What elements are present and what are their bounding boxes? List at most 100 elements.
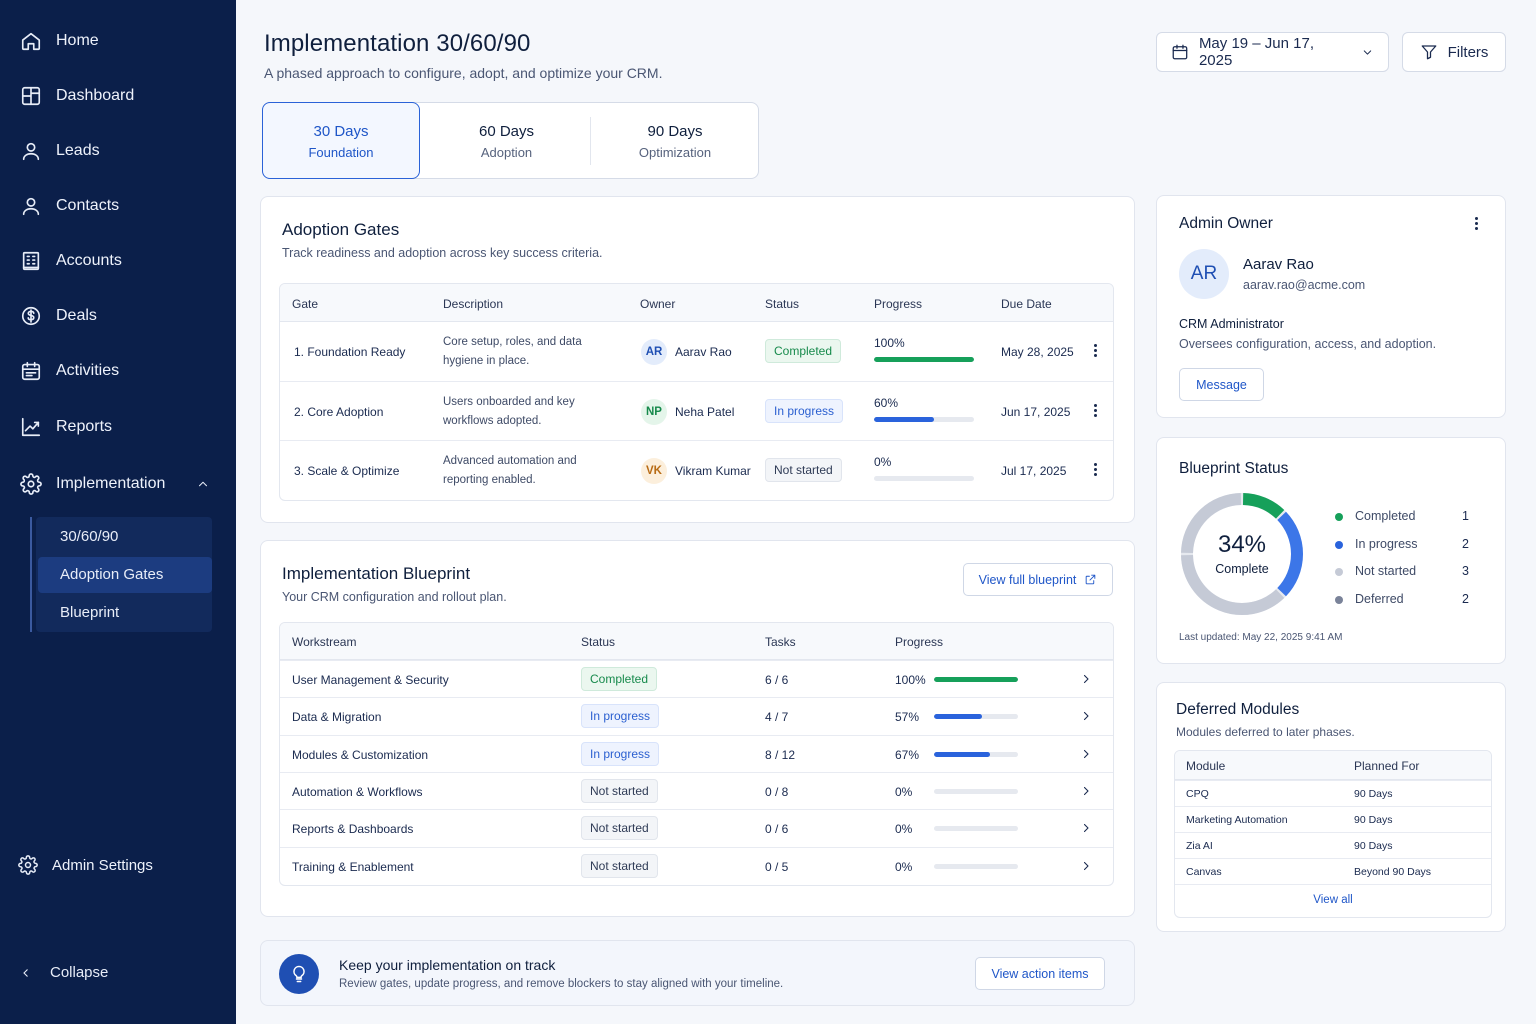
view-all-link[interactable]: View all — [1313, 894, 1353, 906]
sidebar-item-accounts[interactable]: Accounts — [20, 250, 122, 272]
sidebar-subitem-blueprint[interactable]: Blueprint — [60, 604, 120, 621]
sidebar-item-label: Reports — [56, 418, 113, 435]
sidebar-item-label: Dashboard — [56, 87, 135, 104]
blueprint-status-card: Blueprint Status 34% Complete Completed … — [1156, 437, 1506, 664]
col-due-date: Due Date — [1001, 297, 1052, 311]
user-icon — [22, 142, 40, 161]
status-donut-chart — [1181, 493, 1303, 615]
contact-icon — [22, 197, 40, 216]
progress-bar — [934, 788, 1018, 794]
admin-owner-title: Admin Owner — [1179, 215, 1273, 232]
module-name: Canvas — [1186, 866, 1222, 878]
due-date: May 28, 2025 — [1001, 345, 1074, 359]
dashboard-icon — [21, 86, 41, 106]
workstream-name: Automation & Workflows — [292, 784, 423, 799]
legend-dot — [1335, 568, 1343, 576]
progress-value: 57% — [895, 710, 920, 725]
legend-value: 1 — [1462, 509, 1469, 523]
table-row[interactable]: User Management & Security Completed 6 /… — [280, 660, 1113, 697]
tab-title: 30 Days — [313, 123, 369, 140]
row-divider — [280, 734, 1113, 736]
sidebar-subitem-30-60-90[interactable]: 30/60/90 — [60, 528, 119, 545]
workstream-name: Training & Enablement — [292, 859, 414, 874]
collapse-button[interactable]: Collapse — [20, 964, 108, 981]
tab-30-days[interactable]: 30 Days Foundation — [262, 102, 420, 179]
view-action-items-button[interactable]: View action items — [975, 957, 1105, 990]
card-menu-icon[interactable] — [1468, 215, 1484, 233]
legend-dot — [1335, 513, 1343, 521]
status-badge: Completed — [765, 339, 842, 363]
table-row[interactable]: Reports & Dashboards Not started 0 / 6 0… — [280, 809, 1113, 846]
chevron-right-icon[interactable] — [1080, 860, 1092, 872]
progress-bar — [934, 677, 1018, 682]
banner-title: Keep your implementation on track — [339, 957, 556, 973]
sidebar-item-contacts[interactable]: Contacts — [20, 195, 119, 217]
row-divider — [280, 381, 1113, 382]
progress-value: 0% — [895, 784, 913, 799]
date-range-picker[interactable]: May 19 – Jun 17, 2025 — [1156, 32, 1389, 72]
sidebar-item-leads[interactable]: Leads — [20, 140, 100, 162]
view-full-blueprint-button[interactable]: View full blueprint — [963, 563, 1113, 596]
calendar-icon — [1172, 44, 1188, 60]
avatar: VK — [641, 458, 667, 484]
chevron-right-icon[interactable] — [1080, 673, 1092, 685]
gear-icon — [20, 473, 42, 495]
tab-90-days[interactable]: 90 Days Optimization — [591, 103, 759, 178]
chevron-up-icon[interactable] — [196, 477, 210, 491]
donut-segment-not-started — [1181, 554, 1285, 615]
chevron-left-icon — [23, 968, 28, 977]
sidebar-item-label: Deals — [56, 307, 97, 324]
table-row: Zia AI 90 Days — [1175, 832, 1491, 858]
sidebar-item-admin-settings[interactable]: Admin Settings — [18, 855, 153, 875]
tab-60-days[interactable]: 60 Days Adoption — [423, 103, 590, 178]
table-row[interactable]: Training & Enablement Not started 0 / 5 … — [280, 847, 1113, 884]
owner-name: Neha Patel — [675, 405, 735, 419]
task-count: 0 / 6 — [765, 822, 789, 837]
row-menu-icon[interactable] — [1087, 402, 1103, 420]
gate-description: Core setup, roles, and data hygiene in p… — [443, 333, 613, 371]
status-badge: In progress — [581, 741, 660, 766]
chevron-right-icon[interactable] — [1080, 785, 1092, 797]
deferred-subtitle: Modules deferred to later phases. — [1176, 725, 1355, 739]
workstream-name: User Management & Security — [292, 673, 449, 687]
chevron-right-icon[interactable] — [1080, 710, 1092, 722]
status-badge: Not started — [581, 816, 658, 841]
table-row[interactable]: Data & Migration In progress 4 / 7 57% — [280, 697, 1113, 734]
table-row: Marketing Automation 90 Days — [1175, 806, 1491, 832]
sidebar-subitem-adoption-gates[interactable]: Adoption Gates — [38, 557, 212, 593]
message-button[interactable]: Message — [1179, 368, 1264, 401]
sidebar-item-label: Accounts — [56, 252, 122, 269]
donut-segment-completed — [1242, 493, 1285, 519]
progress-bar — [874, 476, 974, 481]
module-name: Marketing Automation — [1186, 814, 1288, 826]
row-menu-icon[interactable] — [1087, 342, 1103, 360]
sidebar-item-dashboard[interactable]: Dashboard — [20, 85, 134, 107]
row-divider — [280, 846, 1113, 848]
chevron-right-icon[interactable] — [1080, 748, 1092, 760]
progress-fill — [934, 751, 991, 757]
gate-name: 3. Scale & Optimize — [294, 464, 400, 478]
progress-value: 100% — [895, 673, 926, 687]
sidebar-item-implementation[interactable]: Implementation — [20, 473, 216, 495]
adoption-gates-subtitle: Track readiness and adoption across key … — [282, 246, 603, 260]
chevron-right-icon[interactable] — [1080, 822, 1092, 834]
sidebar-item-reports[interactable]: Reports — [20, 416, 112, 438]
owner-role-description: Oversees configuration, access, and adop… — [1179, 337, 1437, 351]
sidebar-item-activities[interactable]: Activities — [20, 360, 119, 382]
table-row: Canvas Beyond 90 Days — [1175, 858, 1491, 884]
row-menu-icon[interactable] — [1087, 461, 1103, 479]
calendar-icon — [21, 361, 41, 381]
external-link-icon — [1086, 574, 1096, 585]
table-row[interactable]: Modules & Customization In progress 8 / … — [280, 735, 1113, 772]
table-header — [1175, 751, 1491, 780]
table-row[interactable]: Automation & Workflows Not started 0 / 8… — [280, 772, 1113, 809]
planned-for: 90 Days — [1354, 814, 1393, 826]
sidebar-item-home[interactable]: Home — [20, 30, 99, 52]
filters-button[interactable]: Filters — [1402, 32, 1506, 72]
gate-name: 1. Foundation Ready — [294, 345, 406, 359]
col-gate: Gate — [292, 297, 319, 311]
sidebar-item-deals[interactable]: Deals — [20, 305, 97, 327]
gate-description-line: reporting enabled. — [443, 474, 536, 486]
adoption-gates-title: Adoption Gates — [282, 220, 400, 239]
owner-email: aarav.rao@acme.com — [1243, 278, 1366, 292]
